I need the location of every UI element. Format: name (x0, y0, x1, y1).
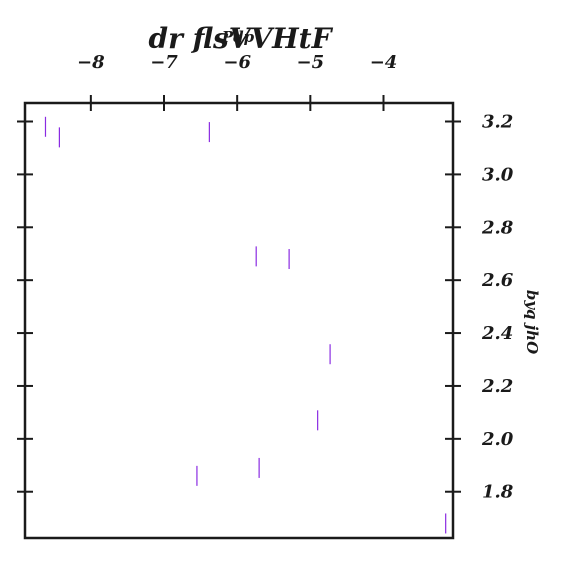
x-tick-label: −5 (297, 52, 325, 73)
y-tick-label: 2.0 (481, 429, 514, 450)
tick-labels: −8 −7 −6 −5 −4 1.8 2.0 2.2 2.4 2.6 2.8 3.0 3.2 (77, 52, 514, 503)
y-tick-label: 2.2 (481, 376, 513, 397)
y-axis-label: byq jhO (523, 290, 541, 354)
y-tick-label: 2.6 (481, 270, 514, 291)
data-points (45, 117, 445, 534)
y-tick-label: 3.0 (482, 164, 514, 185)
x-tick-label: −7 (150, 52, 178, 73)
y-tick-label: 3.2 (482, 112, 513, 133)
y-tick-label: 1.8 (482, 482, 514, 503)
y-tick-label: 2.8 (481, 217, 514, 238)
plot-frame (25, 103, 453, 538)
y-tick-label: 2.4 (481, 323, 513, 344)
tick-marks (17, 95, 461, 492)
x-tick-label: −4 (370, 52, 398, 73)
x-tick-label: −8 (77, 52, 105, 73)
chart-title: dr flsVVHtF (149, 22, 334, 55)
x-tick-label: −6 (223, 52, 251, 73)
